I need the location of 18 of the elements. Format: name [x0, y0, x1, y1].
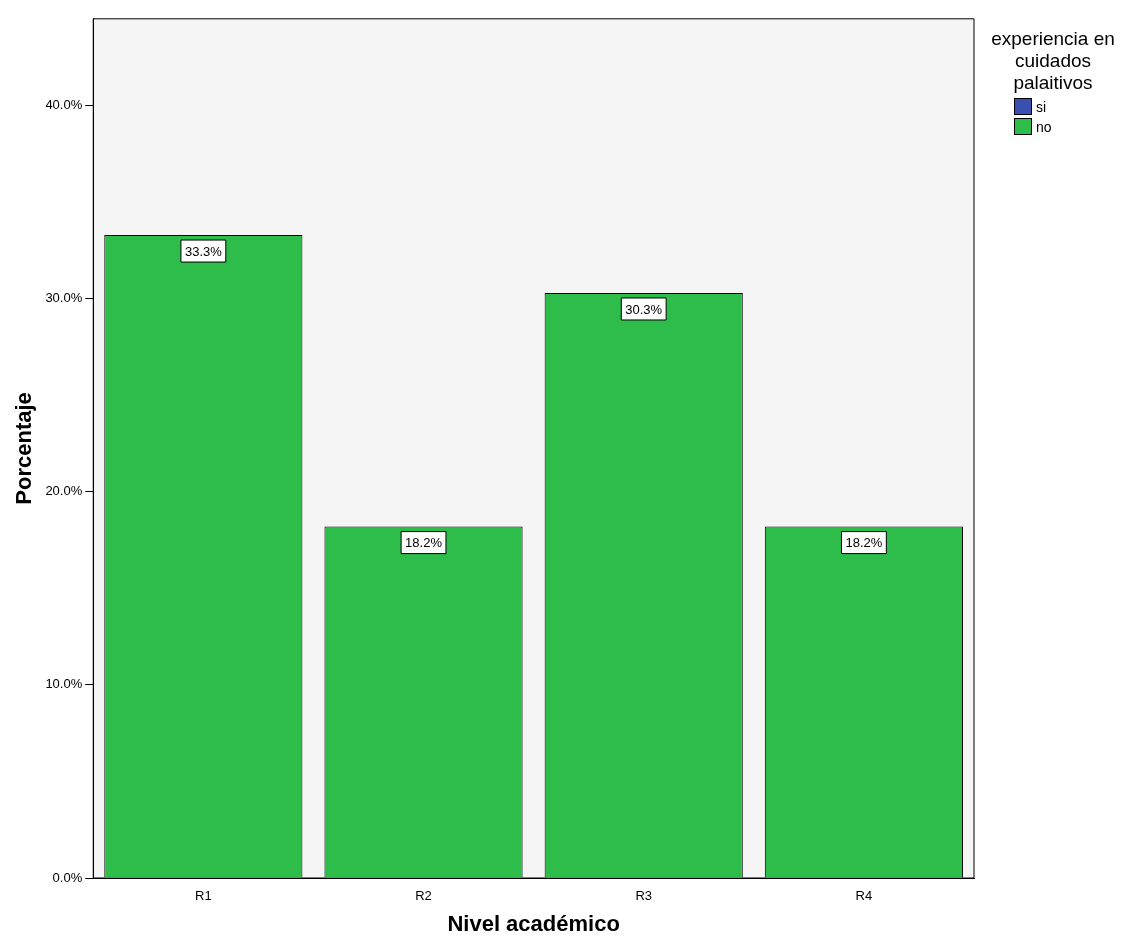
x-tick-label: R3: [635, 888, 653, 904]
y-tick-label: 0.0%: [52, 869, 83, 885]
y-tick-label: 10.0%: [45, 676, 83, 692]
legend-label: si: [1036, 98, 1047, 115]
data-label: 18.2%: [405, 535, 443, 551]
legend-label: no: [1036, 118, 1052, 135]
y-tick-label: 40.0%: [45, 97, 83, 113]
data-label: 18.2%: [845, 535, 883, 551]
y-tick-label: 20.0%: [45, 483, 83, 499]
data-label: 30.3%: [625, 301, 663, 317]
y-axis-title: Porcentaje: [11, 392, 37, 505]
x-tick-label: R4: [855, 888, 873, 904]
y-tick-label: 30.0%: [45, 290, 83, 306]
x-axis-title: Nivel académico: [447, 910, 620, 936]
legend-title: experiencia en cuidados palaitivos: [990, 28, 1116, 94]
x-tick-label: R1: [195, 888, 212, 904]
x-tick-label: R2: [415, 888, 432, 904]
data-label: 33.3%: [184, 243, 223, 259]
